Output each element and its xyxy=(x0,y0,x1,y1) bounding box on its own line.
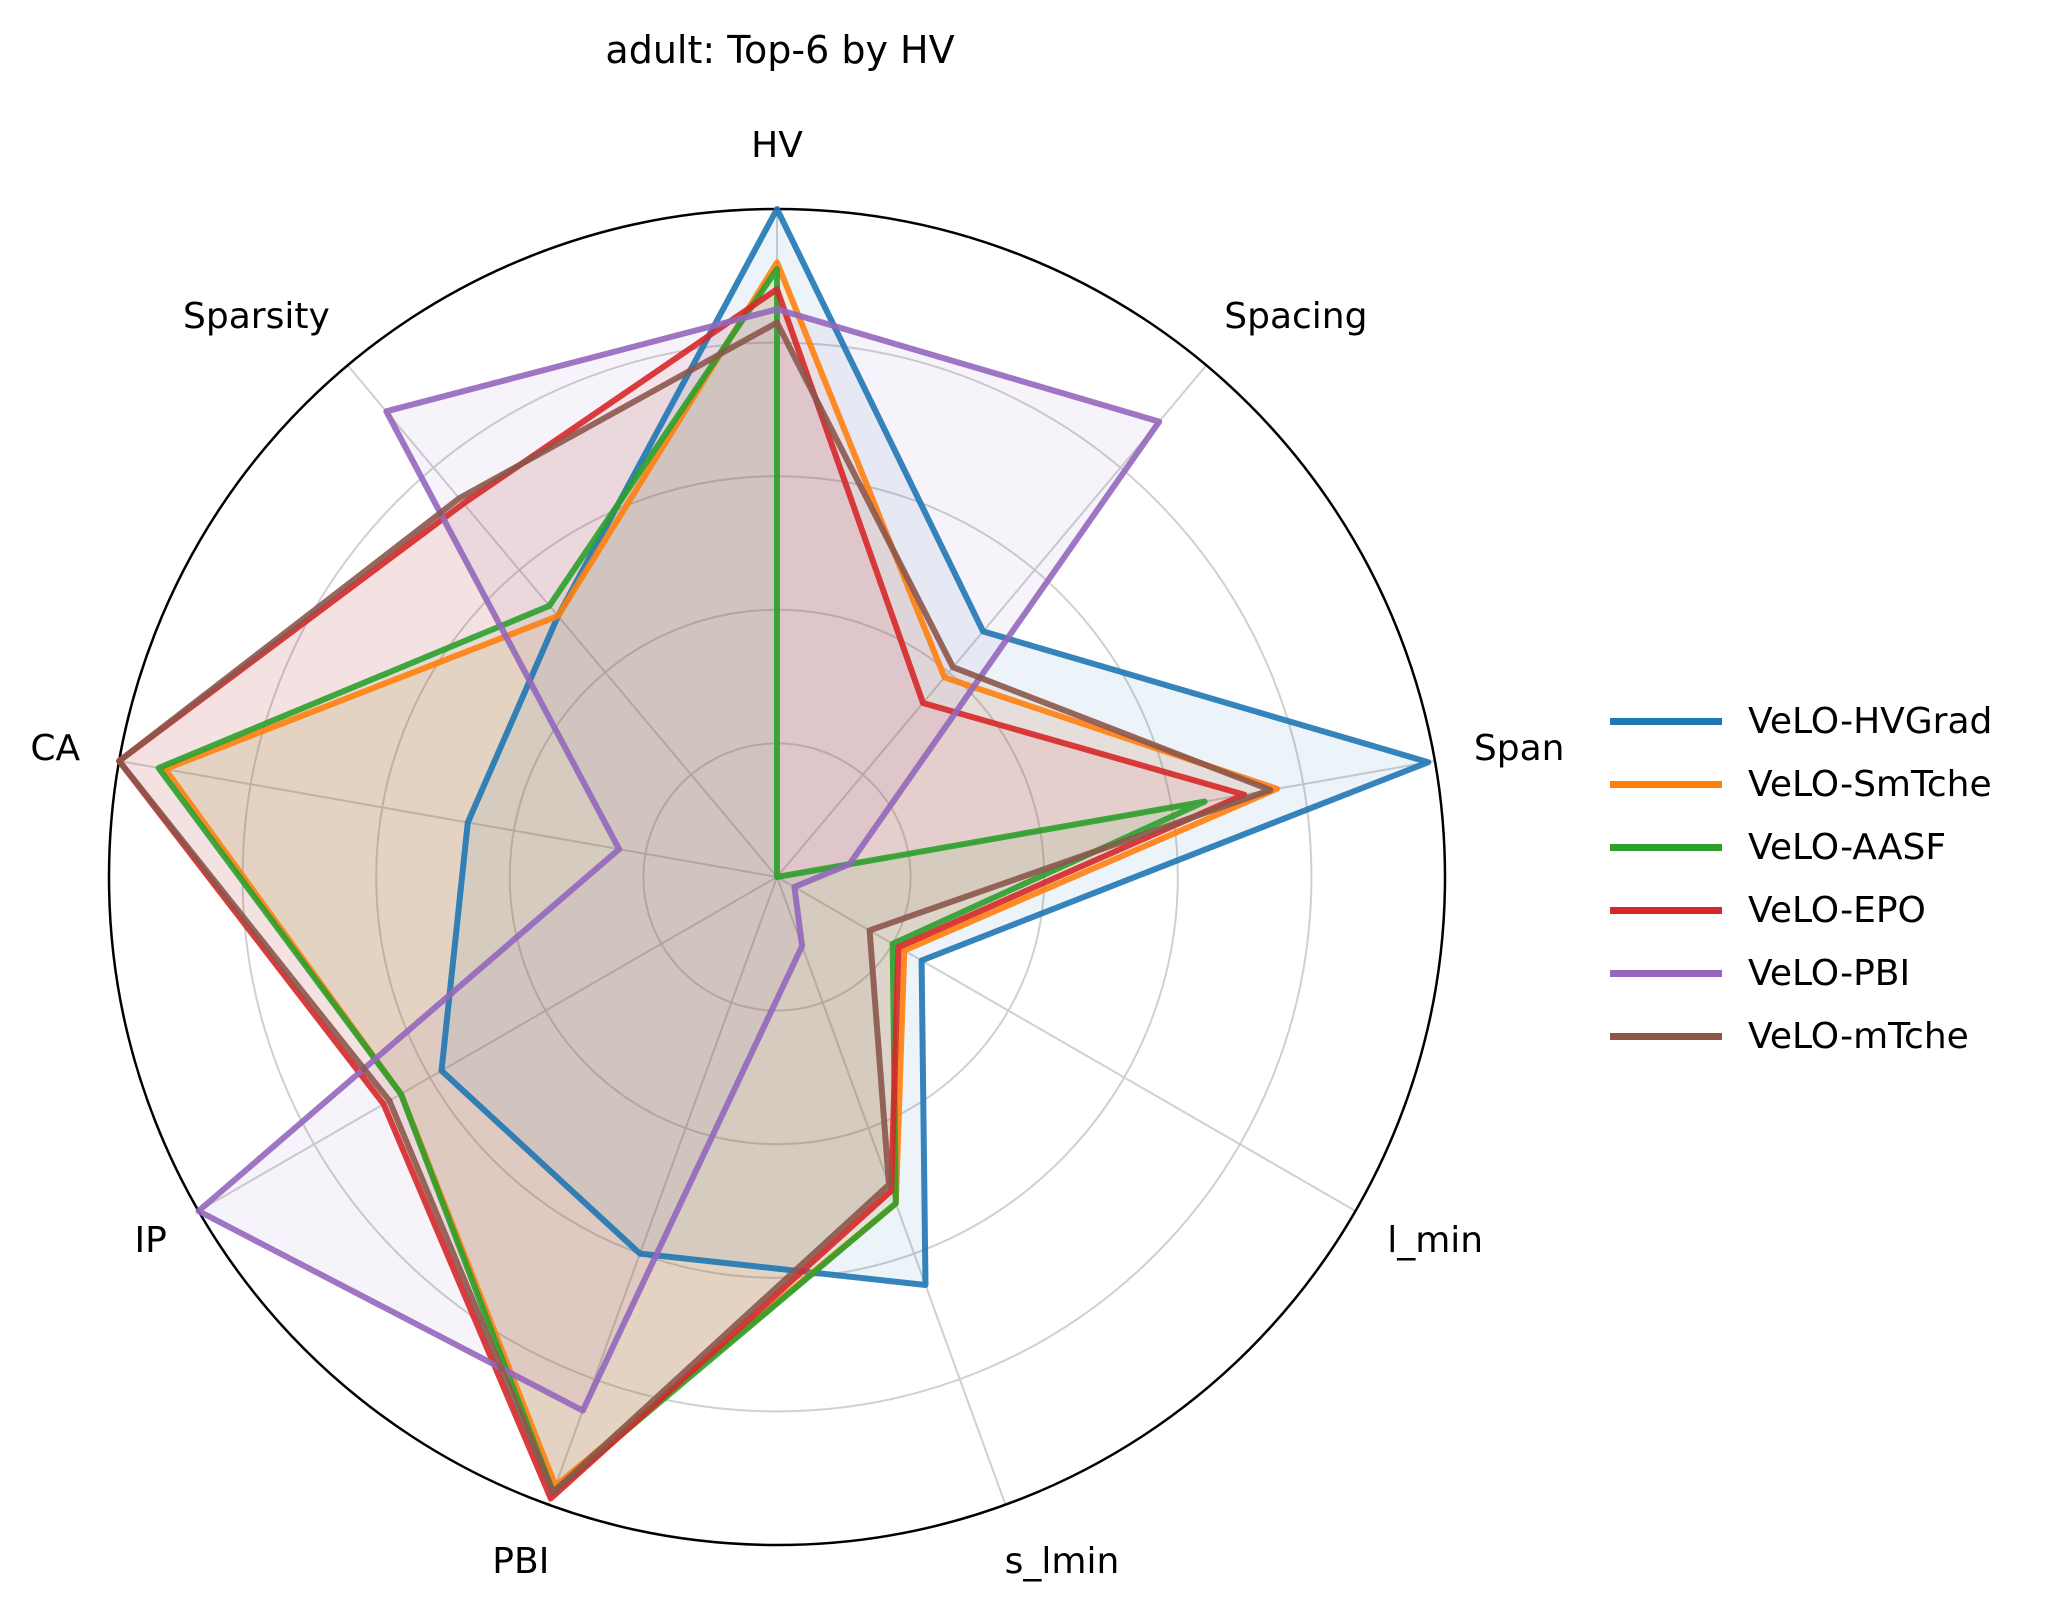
axis-label-7: IP xyxy=(134,1220,166,1261)
series-fill-5 xyxy=(198,309,1160,1411)
axis-label-5: s_lmin xyxy=(1005,1541,1120,1582)
grid-spoke-7 xyxy=(197,876,778,1212)
legend-item-1: VeLO-HVGrad xyxy=(1610,690,1992,753)
grid-spoke-9 xyxy=(346,364,778,878)
axis-label-4: l_min xyxy=(1387,1220,1483,1261)
grid-spoke-4 xyxy=(776,876,1357,1212)
series-line-3 xyxy=(155,266,1208,1496)
axis-label-2: Spacing xyxy=(1224,296,1367,337)
series-fill-4 xyxy=(119,289,1245,1499)
legend-label: VeLO-AASF xyxy=(1748,827,1947,868)
legend-label: VeLO-mTche xyxy=(1748,1016,1969,1057)
axis-label-8: CA xyxy=(30,728,80,769)
grid-spoke-8 xyxy=(118,760,778,878)
legend: VeLO-HVGrad VeLO-SmTche VeLO-AASF VeLO-EPO V… xyxy=(1610,690,1992,1068)
series-fill-6 xyxy=(119,322,1271,1493)
legend-swatch xyxy=(1610,970,1722,977)
series-line-6 xyxy=(116,319,1274,1496)
grid-spoke-2 xyxy=(776,364,1208,878)
legend-swatch xyxy=(1610,718,1722,725)
axis-labels: HV Spacing Span l_min s_lmin PBI IP CA Sparsity xyxy=(30,125,1564,1582)
series-line-4 xyxy=(116,286,1248,1502)
chart-title: adult: Top-6 by HV xyxy=(605,28,955,72)
legend-item-6: VeLO-mTche xyxy=(1610,1005,1992,1068)
legend-swatch xyxy=(1610,781,1722,788)
legend-item-4: VeLO-EPO xyxy=(1610,879,1992,942)
series-line-1 xyxy=(438,206,1432,1288)
series-lines xyxy=(116,206,1432,1502)
legend-item-5: VeLO-PBI xyxy=(1610,942,1992,1005)
axis-label-9: Sparsity xyxy=(183,296,330,337)
legend-label: VeLO-EPO xyxy=(1748,890,1926,931)
legend-swatch xyxy=(1610,844,1722,851)
legend-label: VeLO-PBI xyxy=(1748,953,1911,994)
series-fill-3 xyxy=(158,269,1205,1493)
series-fill-2 xyxy=(165,262,1278,1486)
legend-label: VeLO-HVGrad xyxy=(1748,701,1993,742)
legend-swatch xyxy=(1610,1033,1722,1040)
legend-item-2: VeLO-SmTche xyxy=(1610,753,1992,816)
series-line-5 xyxy=(195,306,1163,1414)
legend-swatch xyxy=(1610,907,1722,914)
axis-label-3: Span xyxy=(1474,728,1565,769)
axis-label-6: PBI xyxy=(492,1541,549,1582)
axis-label-1: HV xyxy=(751,125,803,166)
legend-item-3: VeLO-AASF xyxy=(1610,816,1992,879)
legend-label: VeLO-SmTche xyxy=(1748,764,1992,805)
